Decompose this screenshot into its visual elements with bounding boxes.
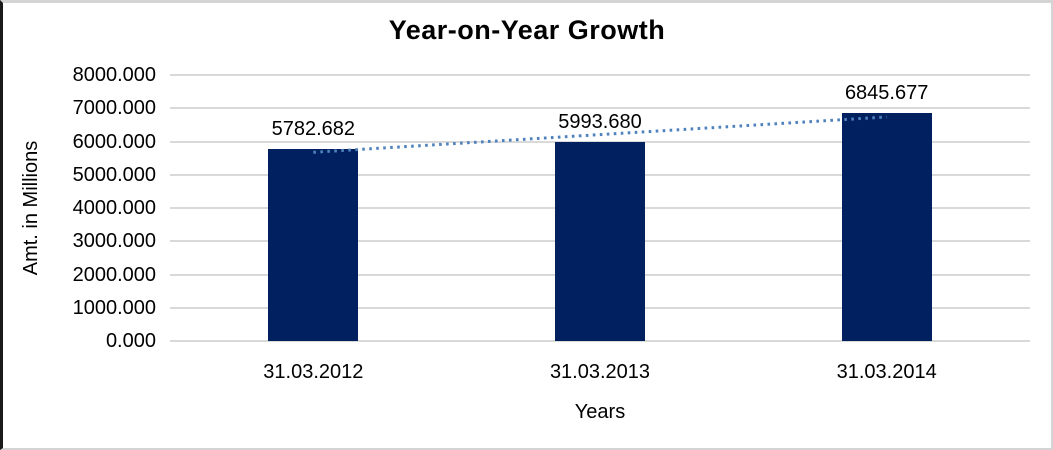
gridline <box>170 74 1030 76</box>
bar-31.03.2013 <box>555 141 645 341</box>
y-tick-label: 0.000 <box>105 330 156 352</box>
x-tick-label: 31.03.2013 <box>549 361 651 383</box>
y-tick-label: 3000.000 <box>72 230 156 253</box>
x-tick-label: 31.03.2012 <box>263 361 364 383</box>
chart-title: Year-on-Year Growth <box>388 15 666 45</box>
y-tick-label: 8000.000 <box>72 64 156 86</box>
gridline <box>170 340 1030 342</box>
y-tick-label: 4000.000 <box>72 197 156 219</box>
plot-area: 5782.682 5993.680 6845.677 <box>170 74 1030 342</box>
y-tick-label: 2000.000 <box>72 263 156 286</box>
y-tick-label: 1000.000 <box>72 296 156 319</box>
gridline <box>170 140 1030 143</box>
bar-31.03.2014 <box>841 113 932 341</box>
data-label: 5993.680 <box>558 110 642 133</box>
y-tick-label: 5000.000 <box>72 163 156 186</box>
trendline <box>313 115 887 154</box>
x-tick-label: 31.03.2014 <box>836 361 937 383</box>
data-label: 5782.682 <box>271 117 356 140</box>
data-label: 6845.677 <box>844 82 929 105</box>
y-tick-label: 6000.000 <box>72 130 156 153</box>
y-tick-label: 7000.000 <box>72 97 156 120</box>
gridline <box>170 107 1030 110</box>
bar-31.03.2012 <box>268 148 359 341</box>
x-axis-title: Years <box>574 401 626 423</box>
